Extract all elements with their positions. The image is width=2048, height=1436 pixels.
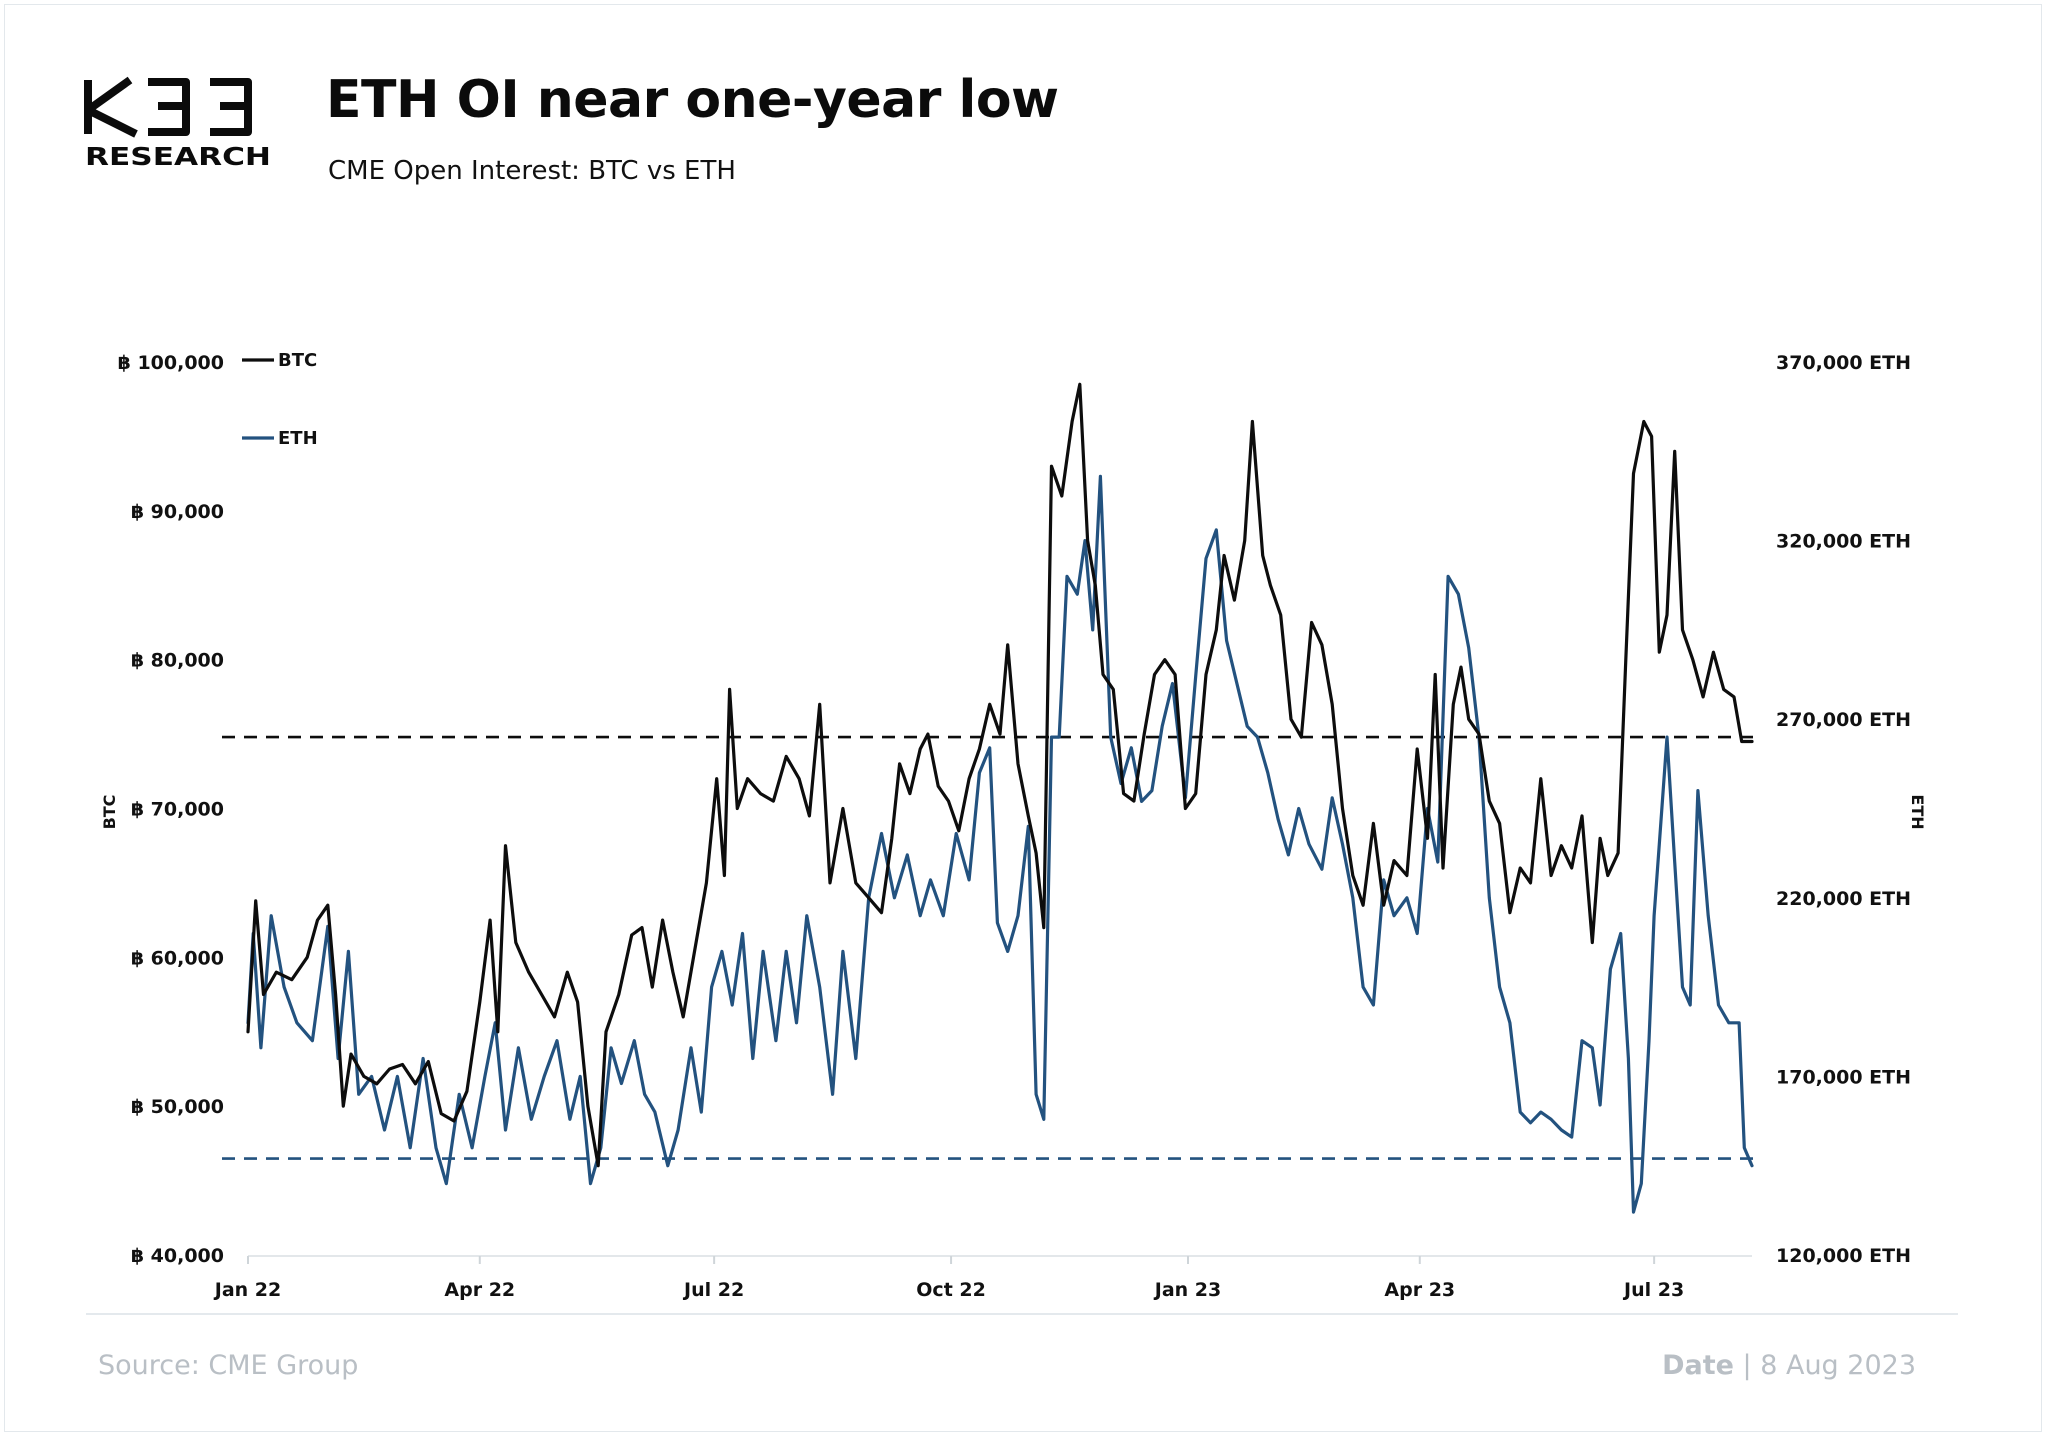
date-label: Date — [1662, 1350, 1734, 1381]
series-group — [246, 382, 1754, 1214]
x-tick-label: Jul 22 — [682, 1279, 744, 1301]
right-tick-label: 170,000 ETH — [1776, 1066, 1911, 1088]
right-tick-label: 270,000 ETH — [1776, 709, 1911, 731]
x-axis: Jan 22 Apr 22 Jul 22 Oct 22 Jan 23 Apr 23 Jul … — [213, 1255, 1752, 1301]
left-tick-label: ฿ 60,000 — [131, 947, 224, 969]
date-value: 8 Aug 2023 — [1760, 1350, 1916, 1381]
chart-title: ETH OI near one-year low — [326, 70, 1059, 130]
left-tick-label: ฿ 100,000 — [118, 352, 224, 374]
x-tick-label: Oct 22 — [916, 1279, 986, 1301]
right-tick-label: 370,000 ETH — [1776, 352, 1911, 374]
right-tick-label: 120,000 ETH — [1776, 1245, 1911, 1267]
x-tick-label: Apr 22 — [444, 1279, 515, 1301]
x-tick-label: Apr 23 — [1384, 1279, 1455, 1301]
x-tick-label: Jan 22 — [213, 1279, 281, 1301]
legend: BTC ETH — [242, 350, 318, 449]
right-axis-label: ETH — [1908, 794, 1927, 829]
k33-research-logo: RESEARCH — [84, 76, 271, 171]
left-axis: ฿ 40,000 ฿ 50,000 ฿ 60,000 ฿ 70,000 ฿ 80,000… — [118, 352, 224, 1267]
left-tick-label: ฿ 40,000 — [131, 1245, 224, 1267]
date-separator: | — [1733, 1350, 1761, 1381]
right-axis: 120,000 ETH 170,000 ETH 220,000 ETH 270,000… — [1776, 352, 1911, 1267]
left-tick-label: ฿ 90,000 — [131, 501, 224, 523]
left-axis-label: BTC — [100, 795, 119, 830]
logo-subtext: RESEARCH — [85, 142, 271, 171]
left-tick-label: ฿ 50,000 — [131, 1096, 224, 1118]
chart-subtitle: CME Open Interest: BTC vs ETH — [328, 156, 736, 186]
x-tick-label: Jan 23 — [1153, 1279, 1221, 1301]
date-note: Date | 8 Aug 2023 — [1662, 1350, 1916, 1381]
footer-divider — [86, 1313, 1958, 1315]
legend-label-btc: BTC — [278, 350, 317, 371]
right-tick-label: 220,000 ETH — [1776, 888, 1911, 910]
x-tick-label: Jul 23 — [1622, 1279, 1684, 1301]
legend-label-eth: ETH — [278, 428, 318, 449]
chart-frame — [4, 4, 2042, 1432]
series-line-btc — [246, 382, 1754, 1168]
left-tick-label: ฿ 70,000 — [131, 799, 224, 821]
reference-lines — [222, 735, 1762, 1160]
source-note: Source: CME Group — [98, 1350, 359, 1381]
left-tick-label: ฿ 80,000 — [131, 650, 224, 672]
series-line-eth — [246, 474, 1754, 1214]
right-tick-label: 320,000 ETH — [1776, 531, 1911, 553]
